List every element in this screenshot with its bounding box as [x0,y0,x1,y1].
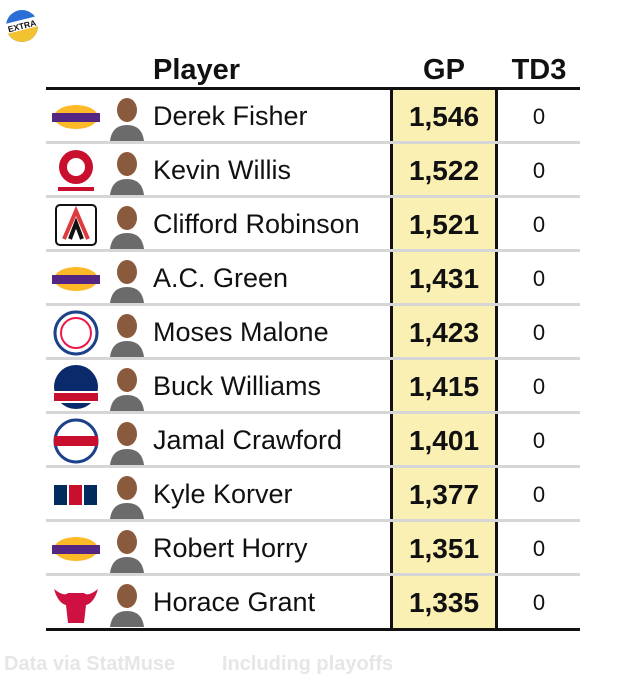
row-separator [46,141,580,144]
table-row: Horace Grant 1,335 0 [46,576,580,630]
row-separator [46,303,580,306]
td3-value: 0 [532,212,546,237]
table-row: Kyle Korver 1,377 0 [46,468,580,522]
row-separator [46,573,580,576]
player-headshot-icon [110,152,144,195]
td3-value: 0 [532,158,546,183]
gp-value: 1,423 [408,317,480,348]
table-row: Jamal Crawford 1,401 0 [46,414,580,468]
gp-value: 1,351 [408,533,480,564]
extra-badge-icon: EXTRA [4,10,40,42]
td3-value: 0 [532,536,546,561]
player-name: Derek Fisher [153,101,308,131]
player-name: A.C. Green [153,263,289,293]
td3-value: 0 [532,482,546,507]
td3-value: 0 [532,374,546,399]
td3-value: 0 [532,590,546,615]
atl-logo [52,483,100,507]
row-separator [46,519,580,522]
player-headshot-icon [110,584,144,627]
table-row: A.C. Green 1,431 0 [46,252,580,306]
footer-note: Including playoffs [222,653,394,675]
gp-value: 1,415 [408,371,480,402]
player-headshot-icon [110,368,144,411]
player-headshot-icon [110,260,144,303]
lakers-logo [52,267,100,291]
player-headshot-icon [110,206,144,249]
hawks-logo [58,150,94,191]
nets-logo [54,365,98,409]
player-name: Kyle Korver [153,479,293,509]
clippers-logo [53,418,99,464]
player-headshot-icon [110,422,144,465]
bottom-rule [46,628,580,631]
table-header: Player GP TD3 [0,52,625,88]
row-separator [46,249,580,252]
row-separator [46,411,580,414]
player-headshot-icon [110,530,144,573]
table-row: Moses Malone 1,423 0 [46,306,580,360]
gp-value: 1,335 [408,587,480,618]
table-row: Derek Fisher 1,546 0 [46,90,580,144]
player-name: Robert Horry [153,533,308,563]
player-headshot-icon [110,98,144,141]
player-name: Buck Williams [153,371,322,401]
lakers-logo [52,537,100,561]
td3-value: 0 [532,104,546,129]
player-name: Kevin Willis [153,155,292,185]
gp-value: 1,522 [408,155,480,186]
table-row: Buck Williams 1,415 0 [46,360,580,414]
td3-value: 0 [532,320,546,345]
row-separator [46,465,580,468]
td3-value: 0 [532,428,546,453]
gp-value: 1,546 [408,101,480,132]
player-headshot-icon [110,476,144,519]
player-name: Jamal Crawford [153,425,343,455]
76ers-logo [53,310,99,356]
player-name: Horace Grant [153,587,316,617]
lakers-logo [52,105,100,129]
td3-value: 0 [532,266,546,291]
gp-value: 1,401 [408,425,480,456]
blazers-logo [55,204,97,246]
row-separator [46,195,580,198]
gp-value: 1,521 [408,209,480,240]
gp-value: 1,377 [408,479,480,510]
header-gp: GP [423,54,465,86]
bulls-logo [54,589,98,623]
table-row: Kevin Willis 1,522 0 [46,144,580,198]
table-row: Clifford Robinson 1,521 0 [46,198,580,252]
player-name: Moses Malone [153,317,329,347]
footer-source: Data via StatMuse [4,653,176,675]
row-separator [46,357,580,360]
gp-value: 1,431 [408,263,480,294]
player-name: Clifford Robinson [153,209,360,239]
header-td3: TD3 [511,54,567,86]
top-rule [46,87,580,90]
player-headshot-icon [110,314,144,357]
table-row: Robert Horry 1,351 0 [46,522,580,576]
header-player: Player [153,54,241,86]
